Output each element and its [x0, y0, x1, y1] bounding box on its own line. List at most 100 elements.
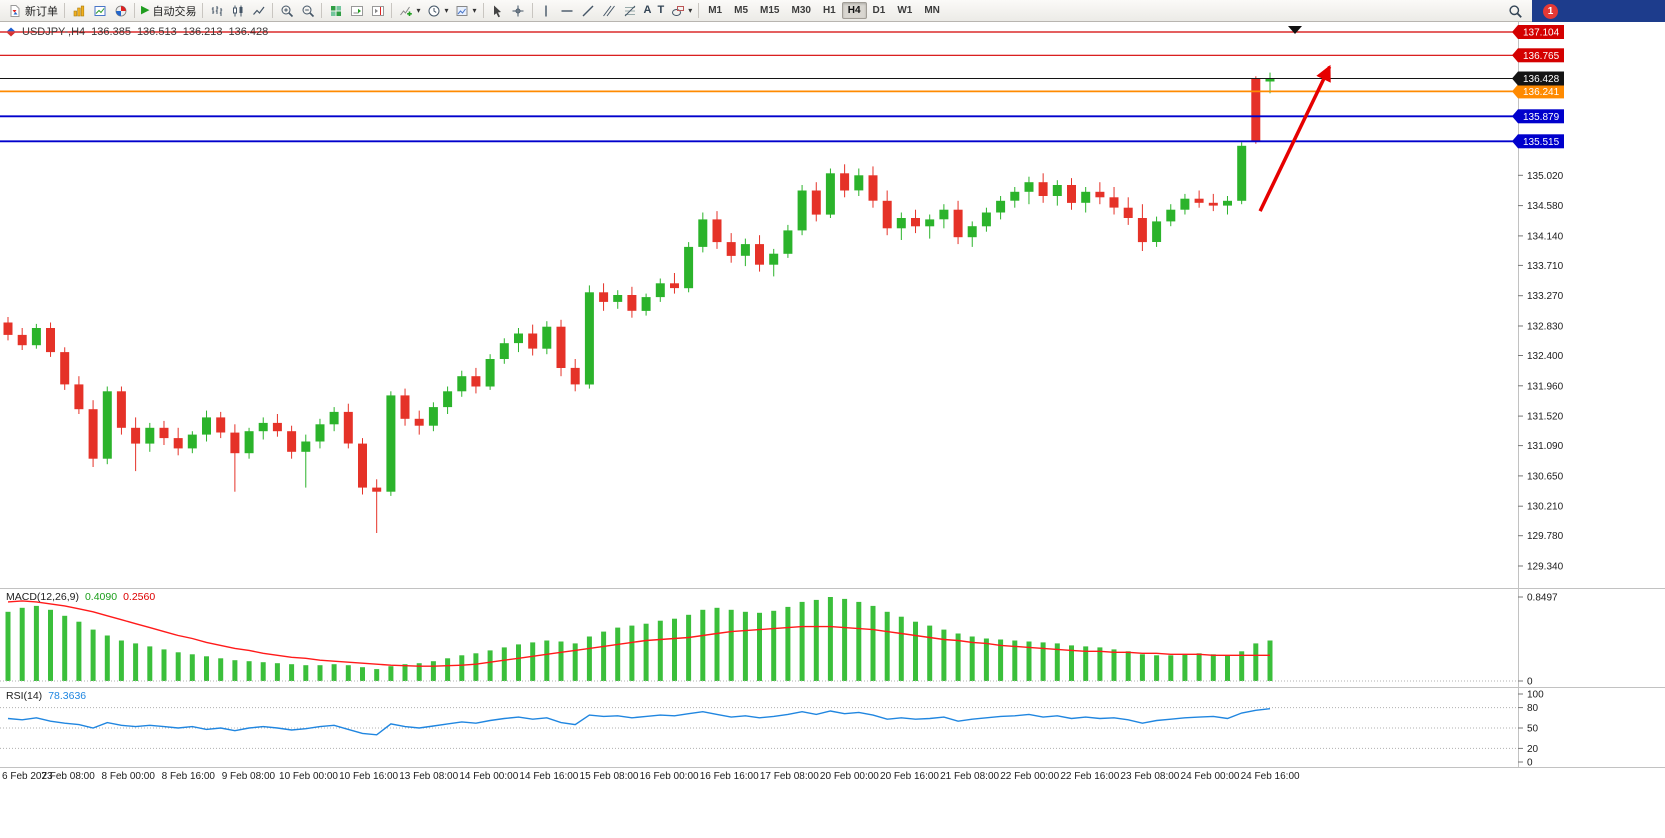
open-value: 136.385 [91, 26, 131, 38]
rsi-level-lines [0, 707, 1518, 749]
zoom-in-icon [279, 3, 294, 18]
svg-text:10 Feb 00:00: 10 Feb 00:00 [279, 771, 338, 782]
chart-shift-button[interactable] [367, 1, 388, 20]
svg-text:8 Feb 00:00: 8 Feb 00:00 [102, 771, 156, 782]
periods-button[interactable]: ▾ [423, 1, 451, 20]
channel-icon [602, 3, 617, 18]
svg-text:129.340: 129.340 [1527, 562, 1564, 573]
clock-icon [426, 3, 441, 18]
toolbar-separator [321, 3, 323, 18]
tf-button-d1[interactable]: D1 [867, 2, 892, 19]
svg-text:13 Feb 08:00: 13 Feb 08:00 [399, 771, 458, 782]
svg-text:7 Feb 08:00: 7 Feb 08:00 [41, 771, 95, 782]
line-chart-button[interactable] [248, 1, 269, 20]
price-badges: 137.104 136.765 136.241 135.879 135.515 136.4… [1512, 25, 1564, 149]
svg-text:6 Feb 2023: 6 Feb 2023 [2, 771, 53, 782]
tf-button-w1[interactable]: W1 [891, 2, 918, 19]
svg-text:20 Feb 16:00: 20 Feb 16:00 [880, 771, 939, 782]
tf-button-m5[interactable]: M5 [728, 2, 754, 19]
indicators-icon [398, 3, 413, 18]
svg-text:80: 80 [1527, 703, 1539, 714]
channel-button[interactable] [599, 1, 620, 20]
autotrading-play-icon: ▶ [141, 4, 150, 16]
svg-text:133.270: 133.270 [1527, 291, 1564, 302]
svg-text:24 Feb 00:00: 24 Feb 00:00 [1181, 771, 1240, 782]
autotrading-button[interactable]: ▶ 自动交易 [138, 1, 199, 20]
chevron-down-icon: ▾ [688, 5, 693, 15]
tile-windows-button[interactable] [325, 1, 346, 20]
crosshair-button[interactable] [508, 1, 529, 20]
svg-text:0: 0 [1527, 758, 1533, 769]
tf-button-h4[interactable]: H4 [841, 2, 867, 19]
title-corner: 1 [1532, 0, 1665, 22]
trend-arrow[interactable] [1258, 64, 1332, 212]
toolbar-separator [272, 3, 274, 18]
svg-text:135.020: 135.020 [1527, 171, 1564, 182]
auto-scroll-button[interactable] [346, 1, 367, 20]
text-tool-button[interactable]: A [641, 1, 655, 20]
templates-button[interactable]: ▾ [452, 1, 480, 20]
high-value: 136.513 [136, 26, 177, 38]
close-value: 136.428 [228, 26, 269, 38]
profiles-button[interactable] [110, 1, 131, 20]
chart-window[interactable]: 135.020 134.580 134.140 133.710 133.270 132.8… [0, 22, 1665, 838]
svg-text:22 Feb 16:00: 22 Feb 16:00 [1060, 771, 1119, 782]
zoom-in-button[interactable] [276, 1, 297, 20]
candlestick-icon [230, 3, 245, 18]
tf-button-mn[interactable]: MN [918, 2, 946, 19]
chart-ohlc-header: USDJPY-,H4 136.385 136.513 136.213 136.4… [6, 26, 268, 38]
line-chart-icon [251, 3, 266, 18]
one-click-trading-icon[interactable] [6, 27, 16, 37]
profiles-icon [113, 3, 128, 18]
tf-button-m1[interactable]: M1 [702, 2, 728, 19]
svg-text:130.210: 130.210 [1527, 502, 1564, 513]
shapes-button[interactable]: ▾ [667, 1, 695, 20]
shapes-icon [670, 3, 685, 18]
svg-text:136.428: 136.428 [1523, 74, 1560, 85]
svg-text:135.879: 135.879 [1523, 112, 1560, 123]
vertical-line-button[interactable] [536, 1, 557, 20]
svg-text:50: 50 [1527, 724, 1539, 735]
trendline-button[interactable] [578, 1, 599, 20]
macd-signal-line [7, 600, 1270, 667]
new-order-button[interactable]: 新订单 [4, 1, 61, 20]
tf-button-h1[interactable]: H1 [817, 2, 842, 19]
auto-scroll-icon [349, 3, 364, 18]
bar-chart-button[interactable] [206, 1, 227, 20]
svg-text:136.765: 136.765 [1523, 51, 1560, 62]
toolbar-separator [482, 3, 484, 18]
notification-badge[interactable]: 1 [1543, 3, 1558, 19]
fibonacci-button[interactable] [620, 1, 641, 20]
rsi-label: RSI(14) 78.3636 [6, 690, 86, 702]
chevron-down-icon: ▾ [416, 5, 421, 15]
tf-button-m15[interactable]: M15 [754, 2, 785, 19]
rsi-value: 78.3636 [48, 690, 87, 702]
toolbar: 新订单 ▶ 自动交易 [0, 0, 1665, 22]
svg-text:15 Feb 08:00: 15 Feb 08:00 [580, 771, 639, 782]
price-axis[interactable]: 135.020 134.580 134.140 133.710 133.270 132.8… [1518, 171, 1564, 769]
svg-text:16 Feb 00:00: 16 Feb 00:00 [640, 771, 699, 782]
chart-shift-marker[interactable] [1288, 26, 1302, 34]
level-lines[interactable] [0, 31, 1518, 143]
candlestick-chart-button[interactable] [227, 1, 248, 20]
chart-canvas[interactable]: 135.020 134.580 134.140 133.710 133.270 132.8… [0, 22, 1665, 838]
svg-text:14 Feb 16:00: 14 Feb 16:00 [519, 771, 578, 782]
svg-text:20 Feb 00:00: 20 Feb 00:00 [820, 771, 879, 782]
indicators-button[interactable]: ▾ [395, 1, 423, 20]
new-chart-button[interactable] [89, 1, 110, 20]
svg-text:0.8497: 0.8497 [1527, 593, 1558, 604]
svg-text:137.104: 137.104 [1523, 28, 1560, 39]
panel-dividers [0, 22, 1665, 768]
label-tool-button[interactable]: T [654, 1, 667, 20]
horizontal-line-button[interactable] [557, 1, 578, 20]
zoom-out-button[interactable] [297, 1, 318, 20]
charts-button[interactable] [68, 1, 89, 20]
search-button[interactable] [1505, 2, 1526, 21]
symbol-label: USDJPY-,H4 [22, 26, 86, 38]
svg-text:16 Feb 16:00: 16 Feb 16:00 [700, 771, 759, 782]
tf-button-m30[interactable]: M30 [785, 2, 816, 19]
cursor-button[interactable] [487, 1, 508, 20]
svg-text:132.400: 132.400 [1527, 351, 1564, 362]
candlesticks[interactable] [3, 72, 1275, 533]
